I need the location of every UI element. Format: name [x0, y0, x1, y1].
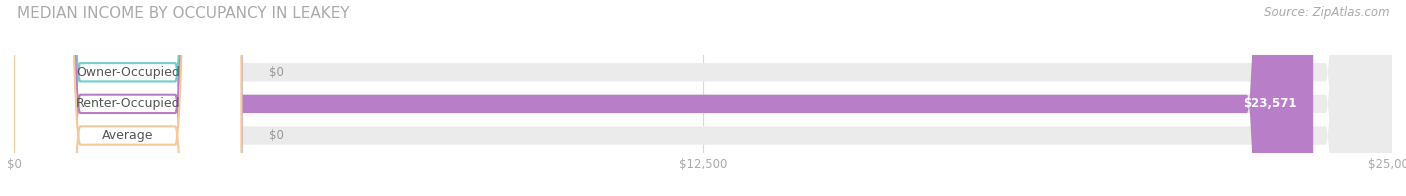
Text: Renter-Occupied: Renter-Occupied: [76, 97, 180, 110]
Text: Average: Average: [103, 129, 153, 142]
Text: Source: ZipAtlas.com: Source: ZipAtlas.com: [1264, 6, 1389, 19]
Text: $0: $0: [269, 66, 284, 79]
FancyBboxPatch shape: [14, 0, 1392, 196]
FancyBboxPatch shape: [14, 0, 1392, 196]
Text: Owner-Occupied: Owner-Occupied: [76, 66, 180, 79]
Text: $0: $0: [269, 129, 284, 142]
FancyBboxPatch shape: [14, 0, 242, 196]
FancyBboxPatch shape: [14, 0, 1392, 196]
FancyBboxPatch shape: [14, 0, 242, 196]
FancyBboxPatch shape: [14, 0, 1313, 196]
Text: $23,571: $23,571: [1243, 97, 1296, 110]
FancyBboxPatch shape: [14, 0, 242, 196]
Text: MEDIAN INCOME BY OCCUPANCY IN LEAKEY: MEDIAN INCOME BY OCCUPANCY IN LEAKEY: [17, 6, 350, 21]
